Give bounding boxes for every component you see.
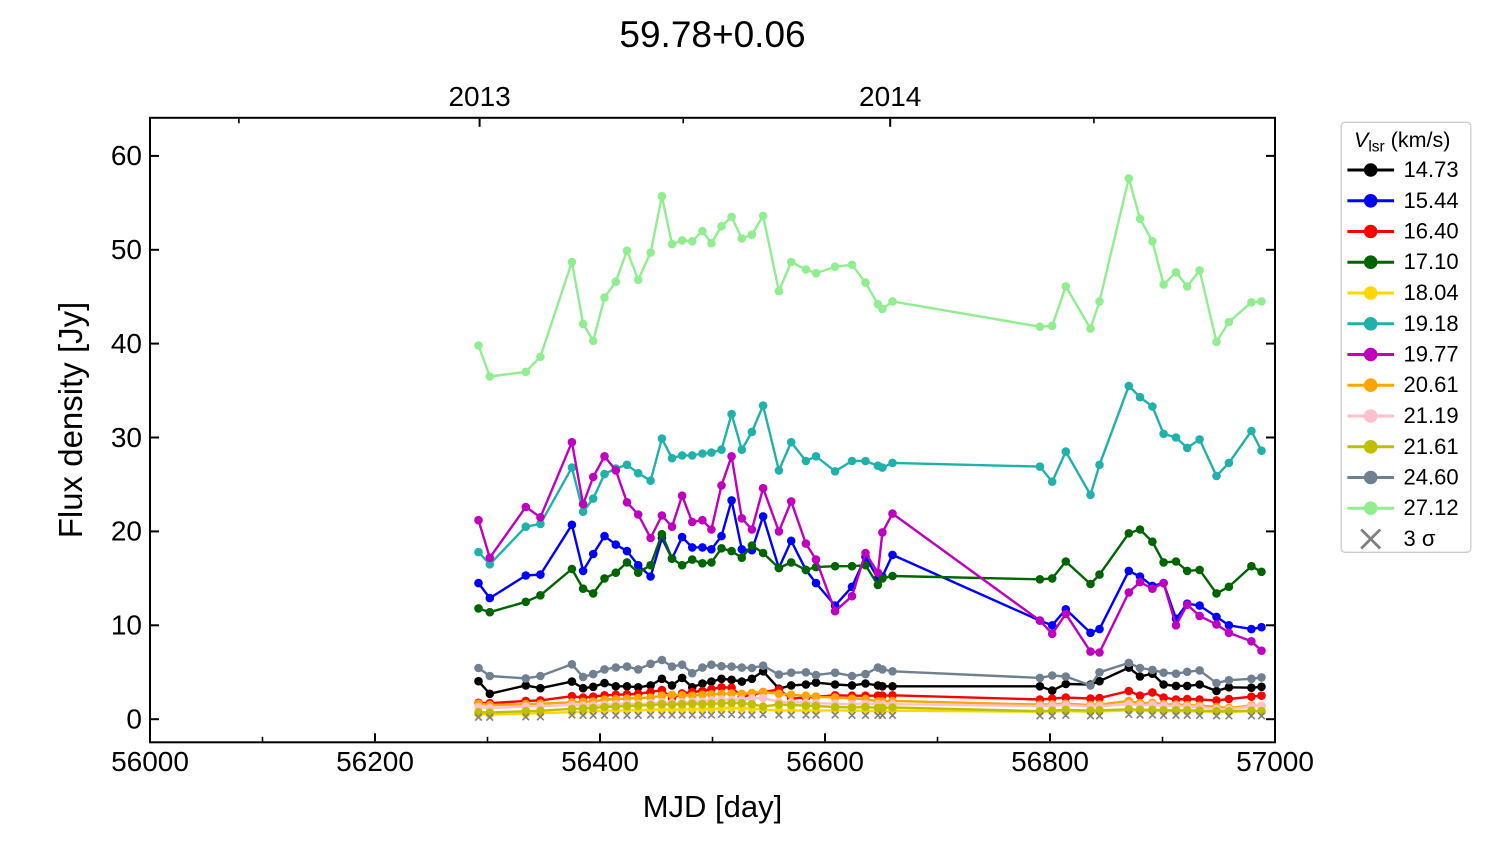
svg-text:18.04: 18.04 [1404, 280, 1459, 305]
svg-text:Flux density [Jy]: Flux density [Jy] [52, 302, 89, 539]
svg-text:56800: 56800 [1011, 746, 1089, 777]
svg-text:2014: 2014 [859, 81, 921, 112]
svg-text:19.77: 19.77 [1404, 342, 1459, 367]
svg-text:15.44: 15.44 [1404, 188, 1459, 213]
svg-text:50: 50 [111, 234, 142, 265]
svg-text:40: 40 [111, 328, 142, 359]
svg-text:56000: 56000 [111, 746, 189, 777]
svg-text:24.60: 24.60 [1404, 465, 1459, 490]
svg-text:59.78+0.06: 59.78+0.06 [619, 14, 805, 55]
svg-text:19.18: 19.18 [1404, 311, 1459, 336]
svg-text:17.10: 17.10 [1404, 249, 1459, 274]
svg-text:3 σ: 3 σ [1404, 526, 1436, 551]
svg-text:27.12: 27.12 [1404, 495, 1459, 520]
svg-text:Vlsr (km/s): Vlsr (km/s) [1354, 128, 1450, 156]
svg-text:14.73: 14.73 [1404, 157, 1459, 182]
svg-text:21.61: 21.61 [1404, 434, 1459, 459]
svg-text:21.19: 21.19 [1404, 403, 1459, 428]
svg-text:16.40: 16.40 [1404, 219, 1459, 244]
svg-text:56400: 56400 [561, 746, 639, 777]
svg-text:56600: 56600 [786, 746, 864, 777]
svg-text:20.61: 20.61 [1404, 372, 1459, 397]
svg-text:20: 20 [111, 516, 142, 547]
svg-text:10: 10 [111, 610, 142, 641]
svg-text:MJD [day]: MJD [day] [643, 789, 783, 824]
svg-text:0: 0 [126, 704, 142, 735]
svg-text:60: 60 [111, 140, 142, 171]
svg-text:30: 30 [111, 422, 142, 453]
svg-text:56200: 56200 [336, 746, 414, 777]
svg-text:57000: 57000 [1236, 746, 1314, 777]
svg-text:2013: 2013 [448, 81, 510, 112]
